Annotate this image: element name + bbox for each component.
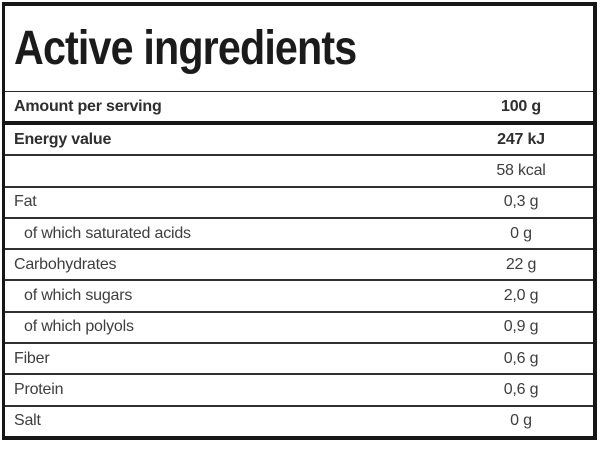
table-row-fat: Fat 0,3 g bbox=[5, 185, 593, 217]
row-value: 2,0 g bbox=[503, 287, 539, 305]
table-row-saturated-acids: of which saturated acids 0 g bbox=[5, 216, 593, 248]
table-row-polyols: of which polyols 0,9 g bbox=[5, 310, 593, 342]
column-header-label: Amount per serving bbox=[14, 97, 162, 115]
row-value: 0,6 g bbox=[503, 381, 539, 399]
row-value: 22 g bbox=[505, 255, 537, 273]
row-label: Protein bbox=[14, 381, 64, 399]
row-value: 0 g bbox=[510, 224, 532, 242]
page-title: Active ingredients bbox=[14, 22, 357, 75]
row-value: 0 g bbox=[510, 412, 532, 430]
row-label: Fat bbox=[14, 193, 37, 211]
row-label: Fiber bbox=[14, 349, 50, 367]
table-row-kcal: 58 kcal bbox=[5, 154, 593, 185]
nutrition-label: Active ingredients Amount per serving 10… bbox=[2, 2, 597, 440]
row-label: of which polyols bbox=[24, 318, 134, 336]
table-header-row: Amount per serving 100 g bbox=[5, 92, 593, 125]
row-label: Carbohydrates bbox=[14, 255, 117, 273]
table-row-salt: Salt 0 g bbox=[5, 404, 593, 436]
row-value: 0,3 g bbox=[503, 193, 539, 211]
table-row-protein: Protein 0,6 g bbox=[5, 373, 593, 404]
label-title-section: Active ingredients bbox=[5, 6, 593, 92]
row-value: 0,6 g bbox=[503, 349, 539, 367]
row-label: of which saturated acids bbox=[24, 224, 191, 242]
table-row-energy: Energy value 247 kJ bbox=[5, 125, 593, 154]
row-value: 0,9 g bbox=[503, 318, 539, 336]
table-row-carbohydrates: Carbohydrates 22 g bbox=[5, 248, 593, 279]
table-row-fiber: Fiber 0,6 g bbox=[5, 342, 593, 373]
column-header-value: 100 g bbox=[501, 97, 541, 115]
row-value: 58 kcal bbox=[496, 161, 546, 179]
row-value: 247 kJ bbox=[497, 130, 545, 148]
row-label: Energy value bbox=[14, 130, 112, 148]
row-label: of which sugars bbox=[24, 287, 133, 305]
table-row-sugars: of which sugars 2,0 g bbox=[5, 279, 593, 310]
row-label: Salt bbox=[14, 412, 41, 430]
